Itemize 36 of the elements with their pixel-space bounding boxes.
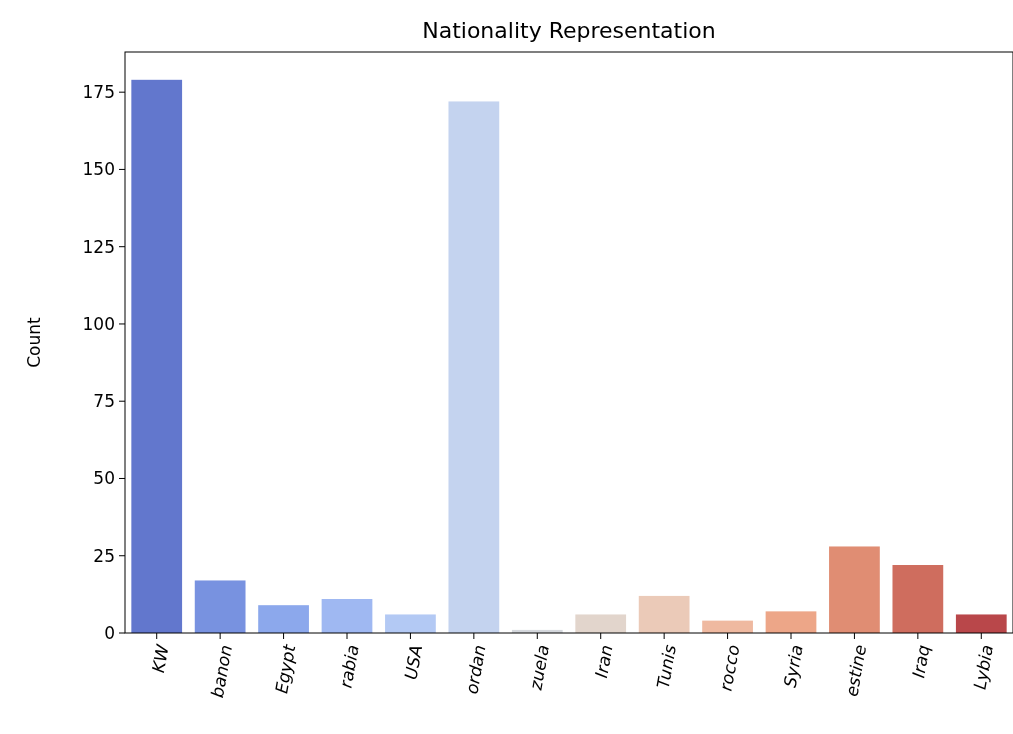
- bar: [829, 546, 880, 633]
- bar: [955, 614, 1007, 633]
- bar: [321, 599, 373, 633]
- x-tick-label: rocco: [715, 643, 744, 693]
- chart-title: Nationality Representation: [422, 18, 716, 43]
- x-tick-label: banon: [207, 643, 236, 700]
- x-tick-label: zuela: [525, 643, 554, 693]
- x-tick-label: Tunis: [652, 643, 680, 690]
- x-tick-label: Syria: [779, 643, 807, 690]
- x-tick-label: Iraq: [908, 643, 934, 680]
- bar: [448, 101, 500, 633]
- bar: [258, 605, 309, 633]
- bar: [638, 595, 690, 633]
- x-tick-label: Lybia: [969, 643, 998, 691]
- y-tick-label: 125: [82, 236, 115, 257]
- y-axis-title: Count: [24, 316, 44, 368]
- x-tick-label: ordan: [461, 643, 490, 696]
- y-tick-label: 75: [93, 391, 115, 412]
- bar: [765, 611, 817, 633]
- bar: [385, 614, 436, 633]
- x-tick-label: Iran: [591, 643, 617, 680]
- x-tick-label: USA: [400, 643, 427, 682]
- bar: [131, 79, 183, 633]
- bar: [575, 614, 627, 633]
- y-tick-label: 175: [82, 82, 115, 103]
- bar: [194, 580, 246, 633]
- x-tick-label: Egypt: [271, 641, 300, 696]
- y-tick-label: 50: [93, 468, 115, 489]
- y-tick-label: 150: [82, 159, 115, 180]
- x-tick-label: KW: [147, 642, 173, 675]
- bar: [892, 565, 944, 633]
- x-tick-label: rabia: [335, 643, 363, 690]
- y-tick-label: 25: [93, 545, 115, 566]
- y-tick-label: 100: [82, 313, 115, 334]
- y-tick-label: 0: [104, 622, 115, 643]
- x-tick-label: estine: [841, 643, 871, 698]
